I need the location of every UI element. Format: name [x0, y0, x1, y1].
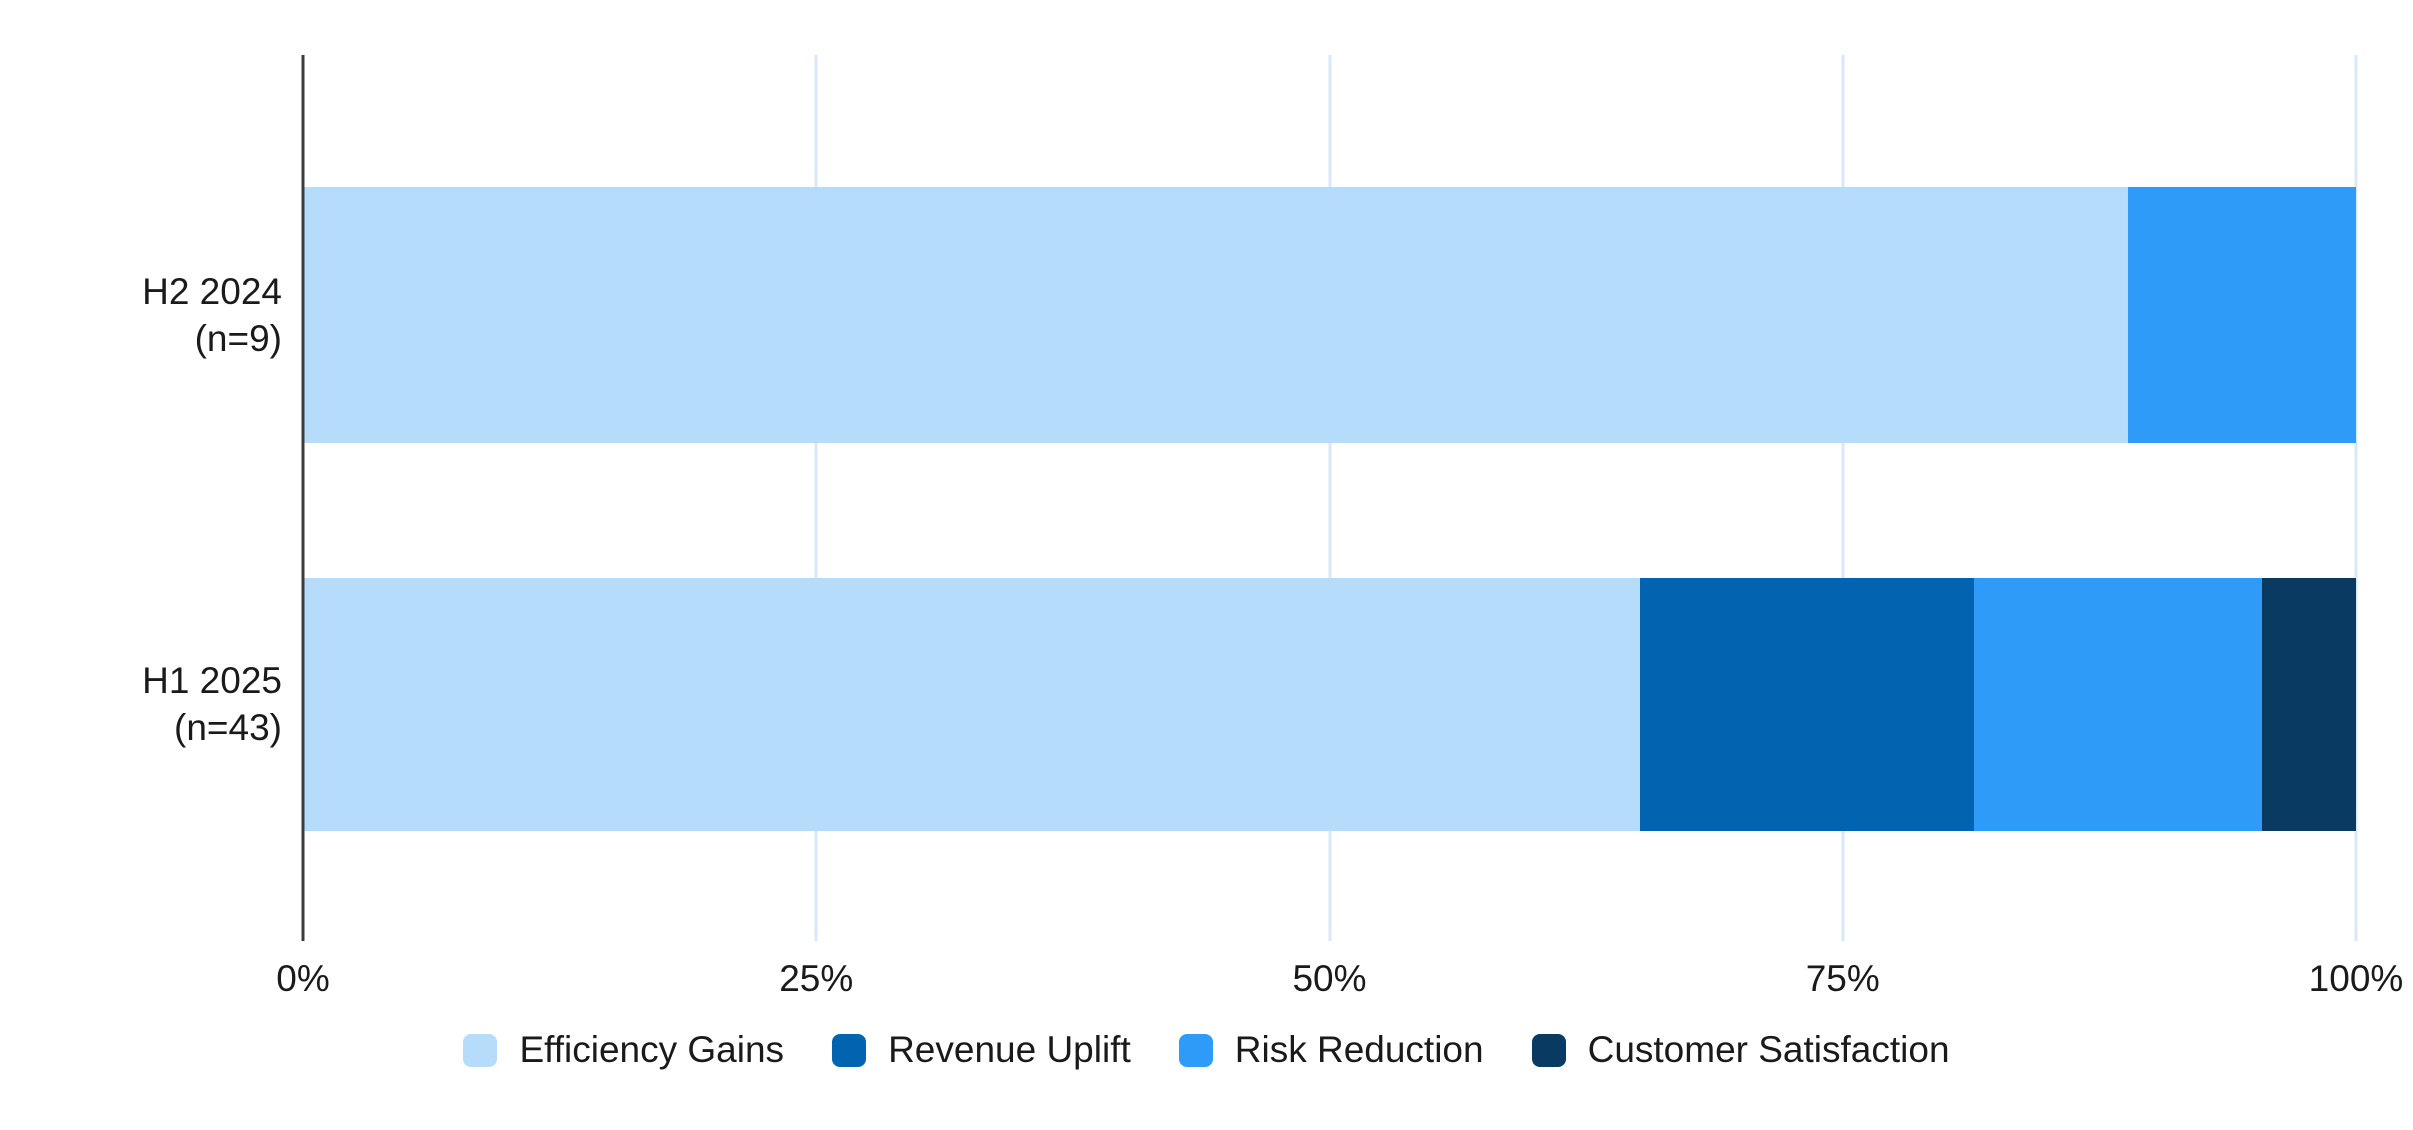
- gridline-50-: [1328, 55, 1331, 941]
- legend-item-customer-satisfaction[interactable]: Customer Satisfaction: [1531, 1028, 1950, 1072]
- legend-item-efficiency-gains[interactable]: Efficiency Gains: [463, 1028, 784, 1072]
- legend: Efficiency Gains Revenue Uplift Risk Reduc…: [0, 1022, 2413, 1078]
- gridline-75-: [1841, 55, 1845, 941]
- legend-label-risk-reduction: Risk Reduction: [1234, 1029, 1484, 1070]
- y-axis-line: [301, 55, 305, 941]
- gridline-25-: [814, 55, 818, 941]
- legend-label-efficiency-gains: Efficiency Gains: [519, 1029, 785, 1070]
- bar-h1-2025: [304, 578, 2356, 831]
- x-tick-label-0-: 0%: [276, 958, 330, 999]
- category-label-line1: H1 2025: [142, 660, 282, 701]
- bar-segment-risk-reduction[interactable]: [2128, 187, 2356, 443]
- legend-item-risk-reduction[interactable]: Risk Reduction: [1178, 1028, 1484, 1072]
- category-label-line2: (n=9): [194, 318, 282, 359]
- x-tick-label-100-: 100%: [2308, 958, 2404, 999]
- legend-swatch-customer-satisfaction: [1531, 1033, 1566, 1067]
- plot-area: [301, 55, 2358, 941]
- legend-swatch-efficiency-gains: [463, 1033, 498, 1067]
- legend-swatch-revenue-uplift: [832, 1033, 867, 1067]
- bar-segment-efficiency-gains[interactable]: [304, 578, 1640, 831]
- bar-segment-revenue-uplift[interactable]: [1639, 578, 1975, 831]
- x-axis: 0% 25% 50% 75% 100%: [276, 956, 2403, 1002]
- x-tick-label-50-: 50%: [1292, 958, 1367, 999]
- bar-segment-efficiency-gains[interactable]: [304, 187, 2129, 443]
- category-label-h1-2025: H1 2025 (n=43): [20, 657, 282, 751]
- x-tick-label-75-: 75%: [1805, 958, 1880, 999]
- bar-segment-risk-reduction[interactable]: [1974, 578, 2262, 831]
- bar-h2-2024: [304, 187, 2356, 443]
- x-tick-label-25-: 25%: [779, 958, 854, 999]
- bar-segment-customer-satisfaction[interactable]: [2261, 578, 2356, 831]
- legend-swatch-risk-reduction: [1178, 1033, 1213, 1067]
- legend-label-customer-satisfaction: Customer Satisfaction: [1587, 1029, 1950, 1070]
- category-label-line2: (n=43): [174, 707, 282, 748]
- legend-item-revenue-uplift[interactable]: Revenue Uplift: [832, 1028, 1131, 1072]
- category-label-line1: H2 2024: [142, 271, 282, 312]
- category-label-h2-2024: H2 2024 (n=9): [20, 268, 282, 362]
- gridline-100-: [2354, 55, 2358, 941]
- legend-label-revenue-uplift: Revenue Uplift: [888, 1029, 1131, 1070]
